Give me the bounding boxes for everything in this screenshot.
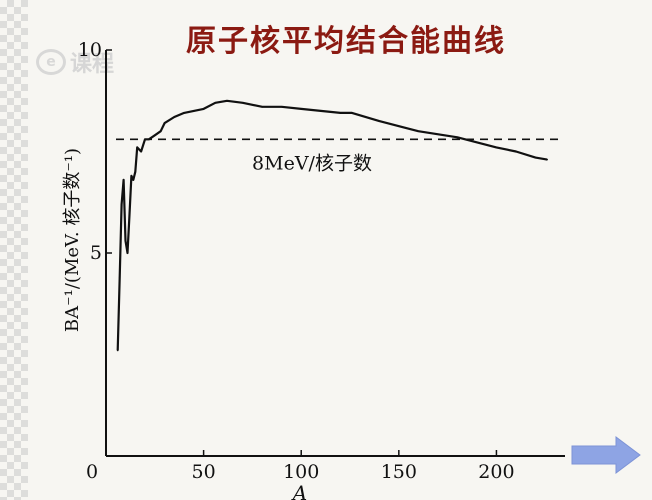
data-point: [319, 110, 322, 112]
axes: [105, 50, 565, 457]
data-point: [534, 156, 537, 159]
data-point: [193, 110, 195, 112]
data-point: [515, 150, 517, 153]
data-point: [130, 175, 133, 177]
y-tick-label: 10: [78, 39, 102, 61]
data-point: [417, 130, 420, 132]
x-tick-label: 200: [478, 461, 514, 483]
data-point: [126, 252, 129, 254]
data-point: [116, 349, 119, 352]
data-point: [546, 158, 548, 161]
data-point: [134, 171, 137, 173]
x-tick-label: 50: [192, 461, 216, 483]
binding-energy-curve: [116, 99, 548, 351]
x-tick-label: 0: [86, 461, 98, 483]
data-point: [339, 112, 342, 114]
y-axis-label: BA⁻¹/(MeV. 核子数⁻¹): [62, 148, 83, 332]
data-point: [241, 101, 244, 104]
labels-layer: BA⁻¹/(MeV. 核子数⁻¹) A: [62, 148, 307, 500]
x-axis-label: A: [291, 481, 307, 500]
x-tick-label: 150: [381, 461, 417, 483]
y-tick-label: 5: [90, 242, 102, 264]
data-point: [140, 150, 142, 153]
data-point: [280, 106, 283, 108]
reference-layer: 8MeV/核子数: [116, 138, 559, 174]
data-point: [118, 276, 121, 279]
chart-title: 原子核平均结合能曲线: [186, 24, 506, 59]
next-slide-button[interactable]: [570, 436, 642, 474]
data-point: [128, 215, 131, 218]
data-point: [173, 116, 176, 118]
data-point: [202, 108, 205, 110]
series-layer: [116, 99, 548, 352]
data-point: [300, 108, 303, 110]
data-point: [214, 101, 217, 104]
data-point: [163, 122, 166, 124]
data-point: [226, 99, 228, 102]
data-point: [122, 179, 125, 181]
data-point: [378, 120, 381, 122]
data-point: [136, 146, 139, 149]
e-logo-icon: e: [36, 49, 66, 75]
data-point: [261, 106, 263, 108]
data-point: [159, 130, 162, 132]
ticks: 0 50 100 150 200 5 10: [78, 39, 515, 483]
checker-pattern: [0, 0, 28, 500]
data-point: [154, 134, 156, 137]
data-point: [495, 146, 498, 149]
data-point: [183, 112, 185, 114]
x-tick-label: 100: [283, 461, 319, 483]
data-point: [456, 136, 459, 139]
data-point: [351, 112, 353, 114]
data-point: [132, 179, 135, 181]
data-point: [120, 203, 123, 206]
right-arrow-icon: [571, 436, 641, 474]
reference-label: 8MeV/核子数: [252, 152, 372, 174]
data-point: [124, 240, 127, 242]
